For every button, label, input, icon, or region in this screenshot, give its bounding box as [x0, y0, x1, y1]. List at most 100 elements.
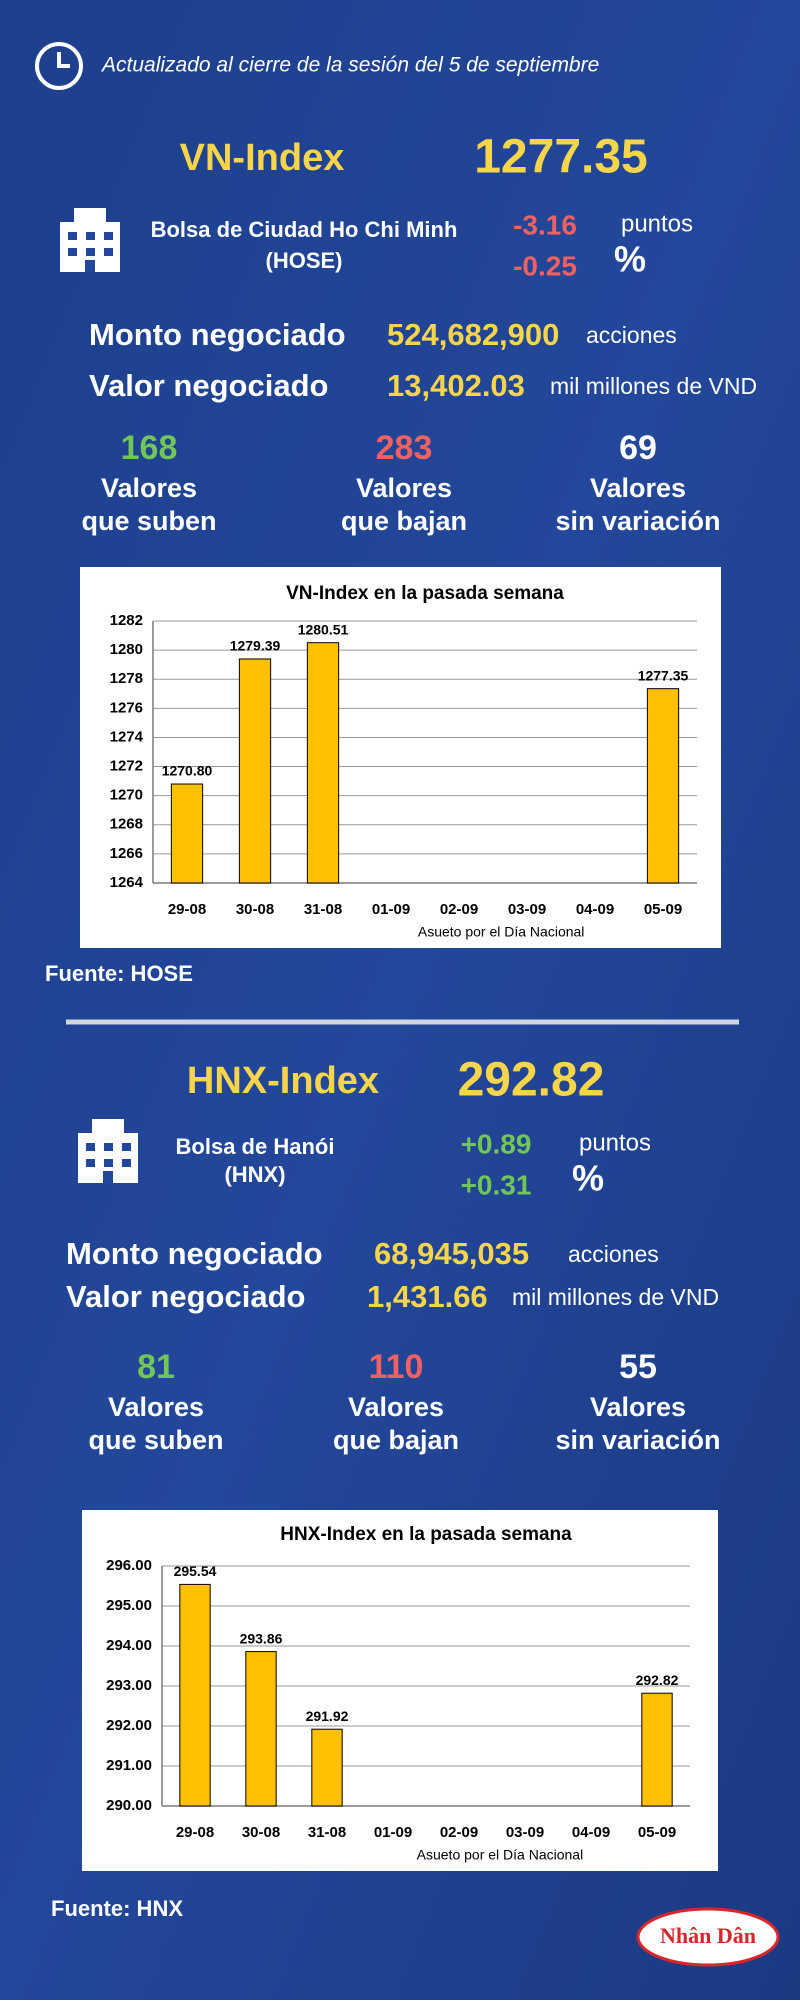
value-label: Valor negociado: [89, 368, 328, 403]
y-tick-label: 1268: [110, 816, 143, 833]
index-name: VN-Index: [180, 137, 345, 179]
breadth-label: Valores: [108, 1392, 204, 1422]
value: 1,431.66: [367, 1279, 488, 1314]
breadth-count: 55: [619, 1348, 657, 1386]
breadth-count: 283: [376, 429, 433, 467]
breadth-label: que suben: [81, 506, 216, 536]
chart-background: [80, 567, 721, 948]
index-value: 1277.35: [474, 131, 648, 184]
exchange-name: Bolsa de Hanói: [176, 1134, 335, 1159]
breadth-label: Valores: [348, 1392, 444, 1422]
breadth-count: 69: [619, 429, 657, 467]
chart-title: HNX-Index en la pasada semana: [280, 1524, 572, 1545]
update-text: Actualizado al cierre de la sesión del 5…: [100, 54, 599, 77]
x-tick-label: 31-08: [304, 901, 342, 918]
x-tick-label: 29-08: [168, 901, 206, 918]
y-tick-label: 1280: [110, 641, 143, 658]
source: Fuente: HOSE: [45, 961, 193, 986]
y-tick-label: 1276: [110, 699, 143, 716]
change-pct: -0.25: [513, 250, 577, 281]
bar: [306, 642, 340, 884]
y-tick-label: 292.00: [106, 1717, 152, 1734]
value: 13,402.03: [387, 368, 525, 403]
x-tick-label: 30-08: [242, 1824, 280, 1841]
breadth-count: 110: [369, 1348, 424, 1386]
exchange-name: Bolsa de Ciudad Ho Chi Minh: [151, 217, 458, 242]
x-tick-label: 05-09: [638, 1824, 676, 1841]
points-unit: puntos: [621, 210, 693, 237]
value-label: 1280.51: [298, 621, 349, 637]
change-points: +0.89: [461, 1128, 532, 1159]
x-tick-label: 29-08: [176, 1824, 214, 1841]
value-label: 1270.80: [162, 763, 213, 779]
clock-icon: [35, 42, 83, 90]
value-unit: mil millones de VND: [512, 1284, 719, 1310]
y-tick-label: 1264: [110, 874, 144, 891]
pct-unit: %: [572, 1158, 604, 1199]
pct-unit: %: [614, 239, 646, 280]
breadth-label: sin variación: [555, 506, 720, 536]
x-tick-label: 04-09: [576, 901, 614, 918]
value-label: 293.86: [240, 1630, 283, 1646]
chart-title: VN-Index en la pasada semana: [286, 583, 564, 604]
x-tick-label: 03-09: [508, 901, 546, 918]
bar: [179, 1583, 211, 1807]
x-tick-label: 01-09: [372, 901, 410, 918]
x-tick-label: 01-09: [374, 1824, 412, 1841]
y-tick-label: 293.00: [106, 1677, 152, 1694]
source: Fuente: HNX: [51, 1896, 183, 1921]
value-label: 295.54: [174, 1563, 217, 1579]
breadth-label: Valores: [356, 473, 452, 503]
points-unit: puntos: [579, 1129, 651, 1156]
bar: [245, 1651, 277, 1807]
volume: 524,682,900: [387, 317, 559, 352]
index-value: 292.82: [458, 1054, 605, 1107]
index-name: HNX-Index: [187, 1060, 379, 1102]
exchange-code: (HNX): [224, 1162, 285, 1187]
change-pct: +0.31: [461, 1169, 532, 1200]
y-tick-label: 294.00: [106, 1637, 152, 1654]
logo: Nhân Dân: [660, 1923, 756, 1948]
change-points: -3.16: [513, 209, 577, 240]
y-tick-label: 1272: [110, 758, 143, 775]
y-tick-label: 1278: [110, 670, 143, 687]
volume: 68,945,035: [374, 1236, 529, 1271]
breadth-label: Valores: [590, 473, 686, 503]
building-icon: [78, 1119, 138, 1183]
bar: [170, 783, 204, 884]
breadth-label: que suben: [88, 1425, 223, 1455]
bar: [646, 688, 680, 884]
value-unit: mil millones de VND: [550, 373, 757, 399]
bar: [238, 658, 272, 884]
value-label: Valor negociado: [66, 1279, 305, 1314]
chart-note: Asueto por el Día Nacional: [417, 1847, 584, 1863]
x-tick-label: 30-08: [236, 901, 274, 918]
y-tick-label: 1274: [110, 728, 144, 745]
value-label: 292.82: [636, 1672, 679, 1688]
building-icon: [60, 208, 120, 272]
x-tick-label: 31-08: [308, 1824, 346, 1841]
x-tick-label: 04-09: [572, 1824, 610, 1841]
y-tick-label: 290.00: [106, 1797, 152, 1814]
bar: [641, 1692, 673, 1807]
x-tick-label: 05-09: [644, 901, 682, 918]
breadth-count: 81: [137, 1348, 175, 1386]
volume-label: Monto negociado: [89, 317, 346, 352]
x-tick-label: 02-09: [440, 901, 478, 918]
breadth-label: que bajan: [333, 1425, 459, 1455]
y-tick-label: 1270: [110, 787, 143, 804]
y-tick-label: 1266: [110, 845, 143, 862]
breadth-label: Valores: [590, 1392, 686, 1422]
y-tick-label: 296.00: [106, 1557, 152, 1574]
x-tick-label: 02-09: [440, 1824, 478, 1841]
volume-unit: acciones: [568, 1241, 659, 1267]
value-label: 1277.35: [638, 667, 689, 683]
value-label: 1279.39: [230, 638, 281, 654]
volume-unit: acciones: [586, 322, 677, 348]
chart-note: Asueto por el Día Nacional: [418, 924, 585, 940]
volume-label: Monto negociado: [66, 1236, 323, 1271]
y-tick-label: 295.00: [106, 1597, 152, 1614]
bar: [311, 1728, 343, 1807]
y-tick-label: 291.00: [106, 1757, 152, 1774]
